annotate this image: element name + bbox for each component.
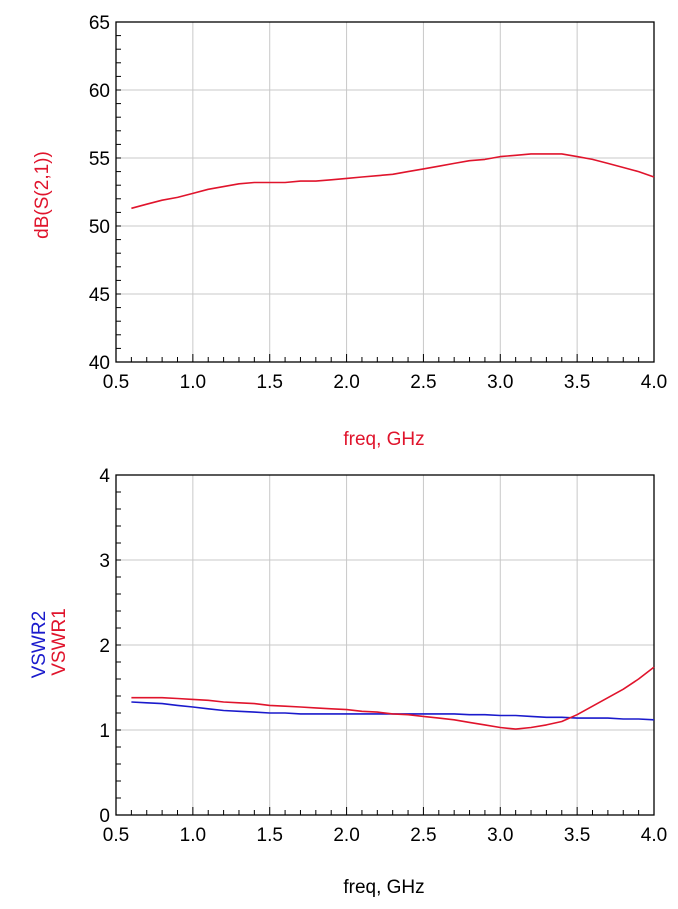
y-tick-label: 50 bbox=[89, 217, 110, 238]
x-tick-label: 0.5 bbox=[103, 372, 129, 393]
x-tick-label: 1.0 bbox=[180, 825, 206, 846]
x-axis-label-bottom: freq, GHz bbox=[343, 877, 424, 898]
x-tick-label: 3.0 bbox=[487, 825, 513, 846]
series-line-db-s-2-1 bbox=[131, 153, 655, 210]
x-tick-label: 3.5 bbox=[564, 825, 590, 846]
x-tick-label: 2.5 bbox=[410, 372, 436, 393]
grid bbox=[115, 474, 655, 816]
x-tick-label: 1.5 bbox=[257, 825, 283, 846]
s21-gain-plot: dB(S(2,1)) freq, GHz 0.5 1.0 1.5 2.0 2.5 3.0 3… bbox=[32, 13, 667, 450]
y-tick-label: 60 bbox=[89, 81, 110, 102]
series-line-vswr2 bbox=[131, 701, 655, 721]
tick-marks bbox=[115, 21, 655, 363]
x-tick-label: 4.0 bbox=[641, 825, 667, 846]
y-axis-label-s21: dB(S(2,1)) bbox=[32, 151, 53, 239]
y-tick-label: 45 bbox=[89, 285, 110, 306]
y-tick-label: 0 bbox=[99, 806, 110, 827]
y-tick-label: 65 bbox=[89, 13, 110, 34]
y-axis-label-vswr1: VSWR1 bbox=[49, 608, 70, 676]
y-tick-label: 2 bbox=[99, 636, 110, 657]
x-tick-label: 2.0 bbox=[333, 372, 359, 393]
y-tick-label: 4 bbox=[99, 466, 110, 487]
y-tick-label: 3 bbox=[99, 551, 110, 572]
vswr-plot: VSWR2 VSWR1 freq, GHz 0.5 1.0 1.5 2.0 2.5 3.0… bbox=[29, 466, 667, 898]
x-tick-label: 2.5 bbox=[410, 825, 436, 846]
x-axis-label-top: freq, GHz bbox=[343, 429, 424, 450]
y-tick-label: 1 bbox=[99, 721, 110, 742]
x-tick-label: 3.0 bbox=[487, 372, 513, 393]
y-axis-label-vswr2: VSWR2 bbox=[29, 611, 50, 679]
series-line-vswr1 bbox=[131, 666, 655, 730]
y-tick-label: 40 bbox=[89, 353, 110, 374]
y-axis-label-vswr: VSWR2 VSWR1 bbox=[29, 606, 70, 679]
x-tick-label: 2.0 bbox=[333, 825, 359, 846]
tick-marks bbox=[115, 474, 655, 816]
x-tick-label: 1.0 bbox=[180, 372, 206, 393]
x-tick-label: 1.5 bbox=[257, 372, 283, 393]
y-tick-label: 55 bbox=[89, 149, 110, 170]
x-tick-label: 4.0 bbox=[641, 372, 667, 393]
x-tick-label: 0.5 bbox=[103, 825, 129, 846]
x-tick-label: 3.5 bbox=[564, 372, 590, 393]
plot-frame bbox=[115, 21, 655, 363]
